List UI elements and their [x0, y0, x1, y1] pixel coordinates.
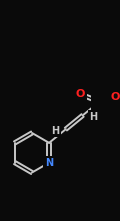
- Text: H: H: [89, 112, 97, 122]
- Text: O: O: [76, 89, 85, 99]
- Text: N: N: [45, 158, 53, 168]
- Text: O: O: [111, 92, 120, 102]
- Text: H: H: [51, 126, 59, 136]
